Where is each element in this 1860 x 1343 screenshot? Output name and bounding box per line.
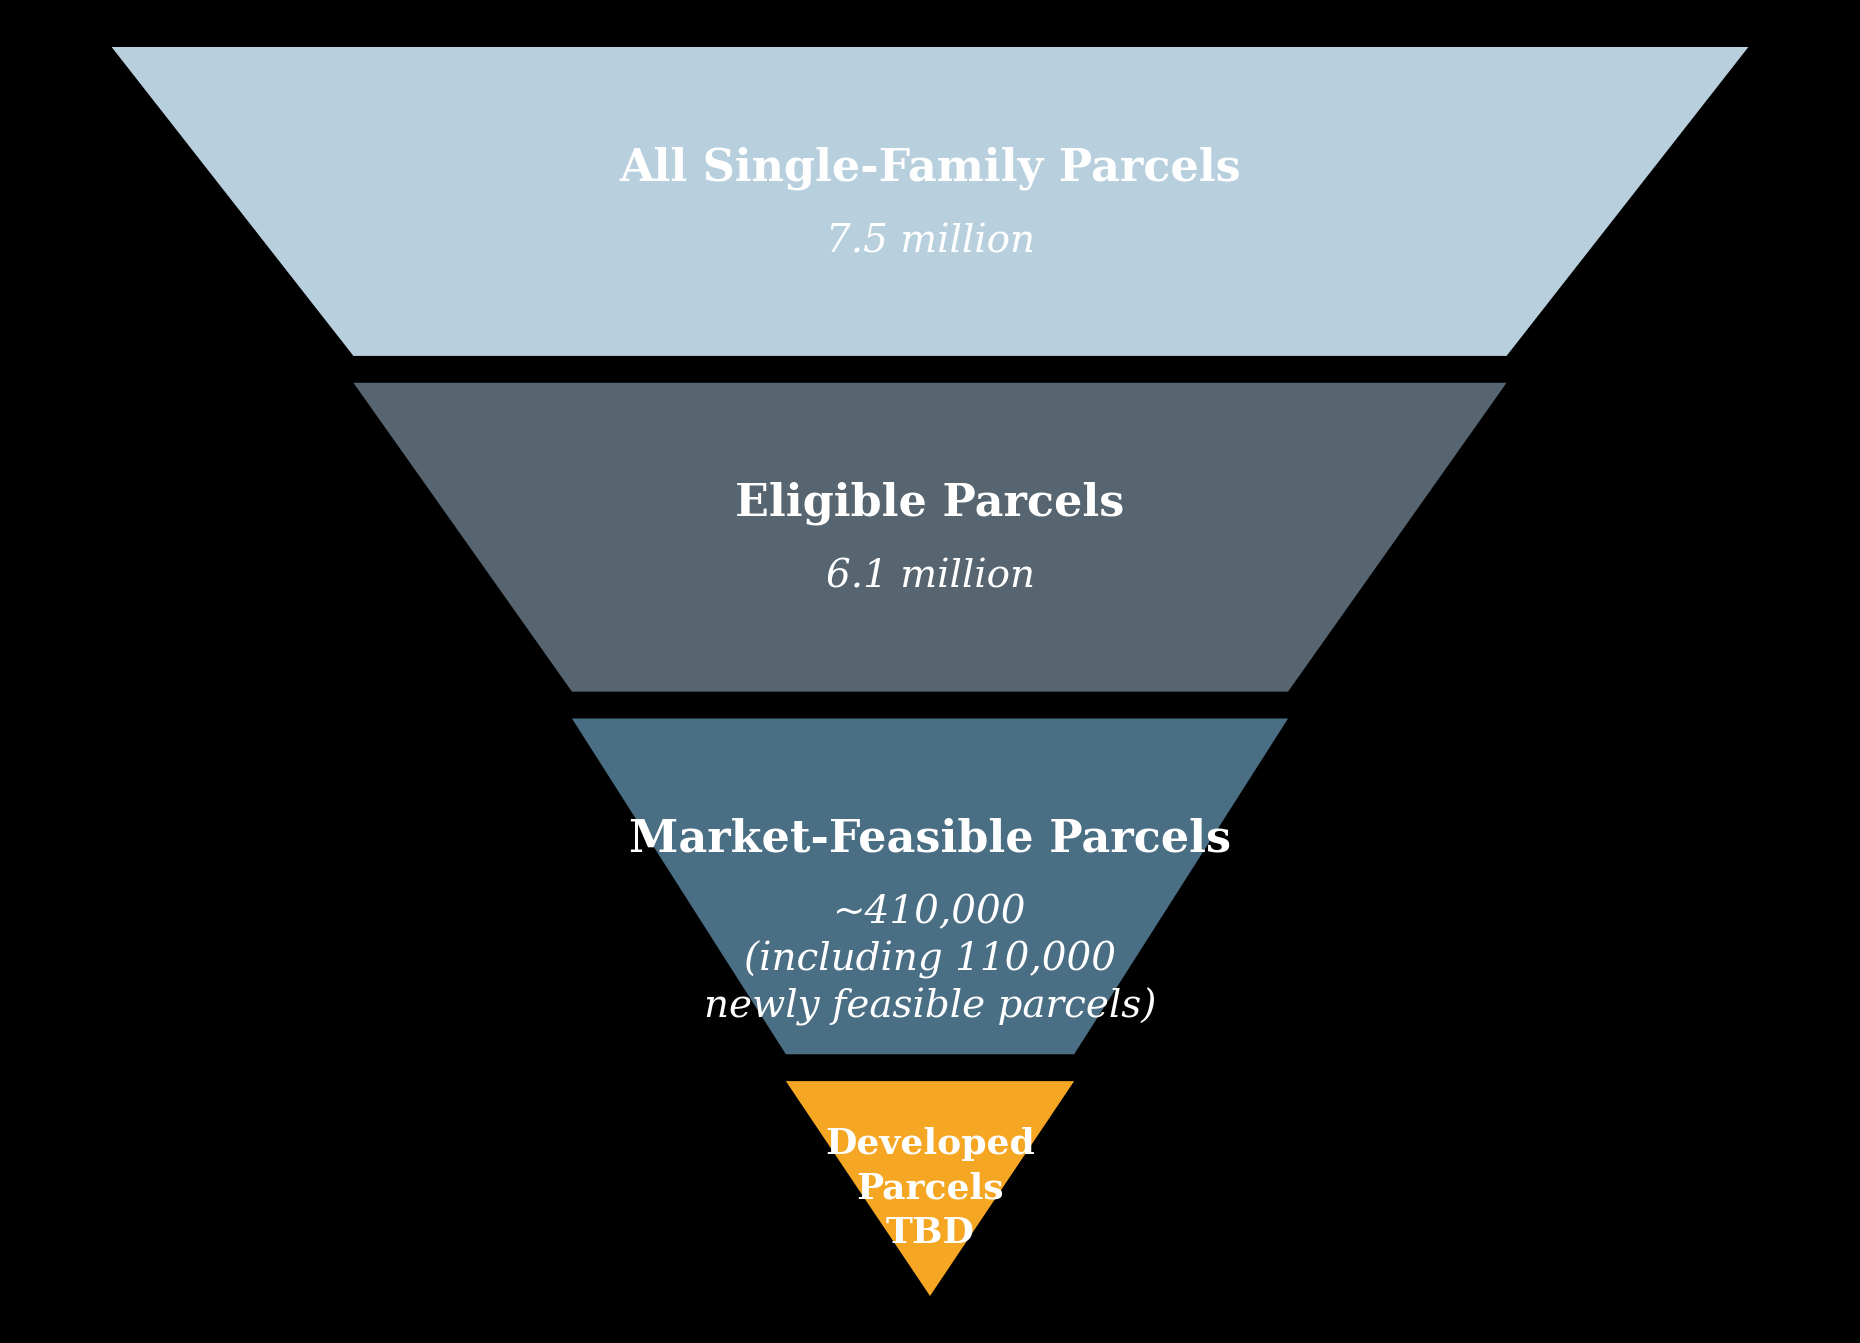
- Text: Eligible Parcels: Eligible Parcels: [735, 482, 1125, 525]
- Polygon shape: [112, 47, 1748, 356]
- Polygon shape: [571, 719, 1287, 1054]
- Text: 7.5 million: 7.5 million: [826, 223, 1034, 261]
- Polygon shape: [353, 383, 1507, 692]
- Polygon shape: [785, 1081, 1073, 1296]
- Text: Developed
Parcels
TBD: Developed Parcels TBD: [826, 1127, 1034, 1250]
- Text: 6.1 million: 6.1 million: [826, 559, 1034, 596]
- Text: ~410,000
(including 110,000
newly feasible parcels): ~410,000 (including 110,000 newly feasib…: [703, 894, 1157, 1026]
- Text: All Single-Family Parcels: All Single-Family Parcels: [619, 146, 1241, 189]
- Text: Market-Feasible Parcels: Market-Feasible Parcels: [629, 818, 1231, 861]
